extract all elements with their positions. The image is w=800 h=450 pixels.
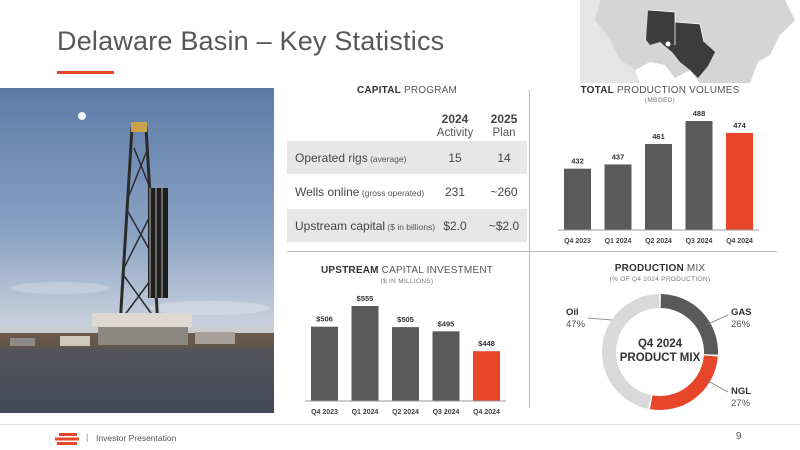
capital-row-value-2025: ~$2.0: [488, 218, 520, 233]
bar: [564, 168, 591, 230]
bar: [726, 132, 753, 230]
title-underline: [57, 71, 114, 74]
donut-center-line-2: PRODUCT MIX: [619, 352, 701, 364]
bar-value-label: 474: [733, 121, 746, 130]
page-title: Delaware Basin – Key Statistics: [57, 26, 445, 56]
bar: [604, 164, 632, 230]
capital-col-2025: 2025 Plan: [490, 112, 518, 139]
production-volumes-subheading: (MBOED): [644, 97, 676, 104]
bar-value-label: $495: [438, 319, 455, 328]
x-tick-label: Q3 2024: [433, 409, 460, 416]
capital-row-value-2025: ~260: [490, 184, 518, 199]
bar: [392, 327, 419, 401]
bar: [311, 326, 338, 401]
x-tick-label: Q2 2024: [645, 238, 672, 245]
production-mix-subheading: (% OF Q4 2024 PRODUCTION): [609, 276, 711, 283]
donut-slice-oil: [602, 294, 660, 409]
page-number: 9: [736, 431, 742, 442]
x-tick-label: Q1 2024: [605, 238, 632, 245]
capital-program-heading: CAPITAL PROGRAM: [356, 85, 458, 96]
x-tick-label: Q4 2024: [473, 409, 500, 416]
donut-label-oil: Oil 47%: [566, 307, 586, 330]
donut-center-label: Q4 2024 PRODUCT MIX: [602, 337, 718, 365]
capital-col-2024: 2024 Activity: [436, 112, 474, 139]
bar-value-label: 488: [693, 109, 706, 118]
donut-slice-ngl: [649, 355, 718, 410]
donut-center-line-1: Q4 2024: [637, 338, 683, 350]
production-mix-chart: [602, 294, 718, 410]
capital-investment-chart: $506 Q4 2023 $555 Q1 2024 $505 Q2 2024 $495 Q3 …: [305, 294, 506, 416]
capital-row-label: Operated rigs (average): [295, 150, 407, 165]
capital-row-upstream: Upstream capital ($ in billions) $2.0 ~$…: [287, 209, 527, 242]
panel-divider-vertical: [529, 90, 530, 408]
footer-separator: |: [86, 432, 89, 442]
capital-row-label: Wells online (gross operated): [295, 184, 425, 199]
bar-value-label: $555: [357, 294, 374, 303]
footer-divider: [0, 424, 800, 425]
drilling-rig-photo: [0, 88, 274, 413]
bar-value-label: $448: [478, 339, 495, 348]
panel-divider-horizontal: [287, 251, 777, 252]
x-tick-label: Q2 2024: [392, 409, 419, 416]
company-logo-icon: [55, 432, 79, 445]
capital-row-value-2024: 15: [448, 150, 462, 165]
footer-text: Investor Presentation: [96, 433, 177, 443]
capital-row-value-2024: 231: [444, 184, 466, 199]
bar: [351, 306, 379, 401]
production-mix-heading: PRODUCTION MIX: [614, 263, 706, 274]
bar-value-label: 437: [612, 152, 625, 161]
bar: [685, 121, 713, 230]
capital-row-value-2024: $2.0: [443, 218, 467, 233]
capital-investment-heading: UPSTREAM CAPITAL INVESTMENT: [320, 265, 494, 276]
x-tick-label: Q3 2024: [686, 238, 713, 245]
donut-label-ngl: NGL 27%: [731, 386, 752, 409]
capital-row-label: Upstream capital ($ in billions): [295, 218, 436, 233]
x-tick-label: Q4 2023: [564, 238, 591, 245]
x-tick-label: Q4 2023: [311, 409, 338, 416]
capital-row-value-2025: 14: [497, 150, 511, 165]
x-tick-label: Q4 2024: [726, 238, 753, 245]
bar-value-label: 461: [652, 132, 665, 141]
us-map-permian-icon: [580, 0, 800, 83]
bar: [473, 351, 500, 401]
production-volumes-heading: TOTAL PRODUCTION VOLUMES: [580, 85, 740, 96]
bar-value-label: 432: [571, 157, 584, 166]
capital-row-wells: Wells online (gross operated) 231 ~260: [287, 175, 527, 208]
x-tick-label: Q1 2024: [352, 409, 379, 416]
capital-row-rigs: Operated rigs (average) 15 14: [287, 141, 527, 174]
bar: [432, 331, 460, 401]
bar: [645, 143, 672, 230]
production-volumes-chart: 432 Q4 2023 437 Q1 2024 461 Q2 2024 488 Q3 2024…: [558, 109, 759, 245]
bar-value-label: $506: [316, 315, 333, 324]
bar-value-label: $505: [397, 315, 414, 324]
capital-investment-subheading: ($ IN MILLIONS): [380, 278, 434, 285]
donut-slice-gas: [660, 294, 718, 355]
donut-label-gas: GAS 26%: [731, 307, 752, 330]
